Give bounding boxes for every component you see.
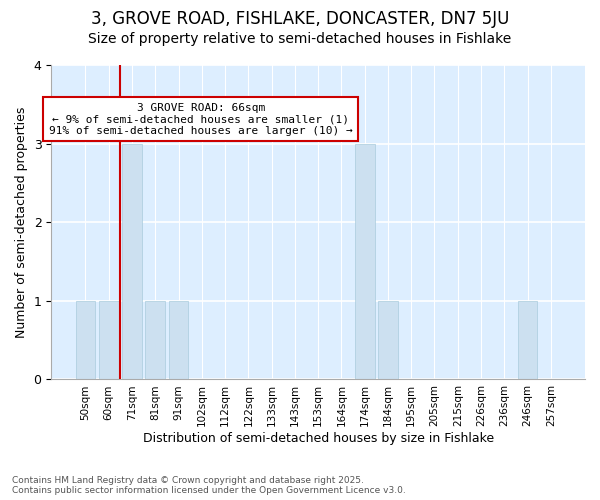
Bar (355, 144, 374, 380)
Y-axis label: Number of semi-detached properties: Number of semi-detached properties (15, 106, 28, 338)
Bar (76, 301, 95, 380)
Text: 3, GROVE ROAD, FISHLAKE, DONCASTER, DN7 5JU: 3, GROVE ROAD, FISHLAKE, DONCASTER, DN7 … (91, 10, 509, 28)
Text: 3 GROVE ROAD: 66sqm
← 9% of semi-detached houses are smaller (1)
91% of semi-det: 3 GROVE ROAD: 66sqm ← 9% of semi-detache… (49, 102, 353, 136)
Bar (169, 301, 188, 380)
Bar (145, 301, 165, 380)
X-axis label: Distribution of semi-detached houses by size in Fishlake: Distribution of semi-detached houses by … (143, 432, 494, 445)
Text: Size of property relative to semi-detached houses in Fishlake: Size of property relative to semi-detach… (88, 32, 512, 46)
Bar (122, 144, 142, 380)
Bar (518, 301, 538, 380)
Bar (99, 301, 119, 380)
Text: Contains HM Land Registry data © Crown copyright and database right 2025.
Contai: Contains HM Land Registry data © Crown c… (12, 476, 406, 495)
Bar (378, 301, 398, 380)
